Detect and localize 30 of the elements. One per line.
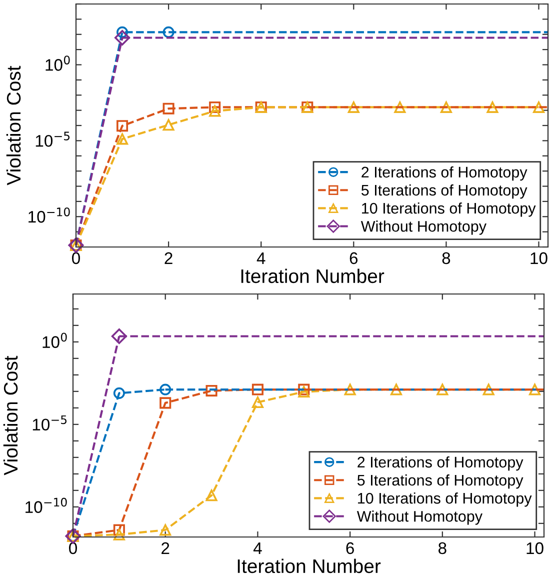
x-tick-label: 8 <box>442 252 450 264</box>
legend-label: 2 Iterations of Homotopy <box>358 456 524 471</box>
x-tick-label: 10 <box>526 542 544 554</box>
y-tick-label: 10$^{−5}$ <box>36 132 70 147</box>
legend-label: 10 Iterations of Homotopy <box>358 492 532 507</box>
y-tick-label: 10$^{−10}$ <box>26 498 67 513</box>
x-tick-label: 0 <box>72 252 80 264</box>
x-tick-label: 4 <box>256 252 266 264</box>
y-tick-label: 10$^{0}$ <box>46 56 70 71</box>
x-tick-label: 2 <box>164 252 172 264</box>
y-axis-title: Violation Cost <box>6 66 21 186</box>
x-tick-label: 0 <box>69 542 77 554</box>
legend-label: 2 Iterations of Homotopy <box>362 166 528 181</box>
y-tick-label: 10$^{−10}$ <box>28 207 70 223</box>
x-tick-label: 2 <box>162 542 170 554</box>
legend-label: 5 Iterations of Homotopy <box>357 474 524 489</box>
y-tick-label: 10$^{0}$ <box>42 332 67 348</box>
x-axis-title: Iteration Number <box>238 558 381 574</box>
x-tick-label: 6 <box>350 252 358 264</box>
x-tick-label: 8 <box>438 542 446 554</box>
legend-label: 10 Iterations of Homotopy <box>362 202 536 217</box>
legend-label: Without Homotopy <box>360 220 486 235</box>
x-tick-label: 4 <box>253 542 262 554</box>
legend-label: Without Homotopy <box>356 510 482 525</box>
y-tick-label: 10$^{−5}$ <box>32 415 67 430</box>
legend-label: 5 Iterations of Homotopy <box>361 184 528 199</box>
x-axis-title: Iteration Number <box>241 268 384 284</box>
y-axis-title: Violation Cost <box>3 356 18 476</box>
x-tick-label: 10 <box>530 252 548 264</box>
x-tick-label: 6 <box>346 542 354 554</box>
